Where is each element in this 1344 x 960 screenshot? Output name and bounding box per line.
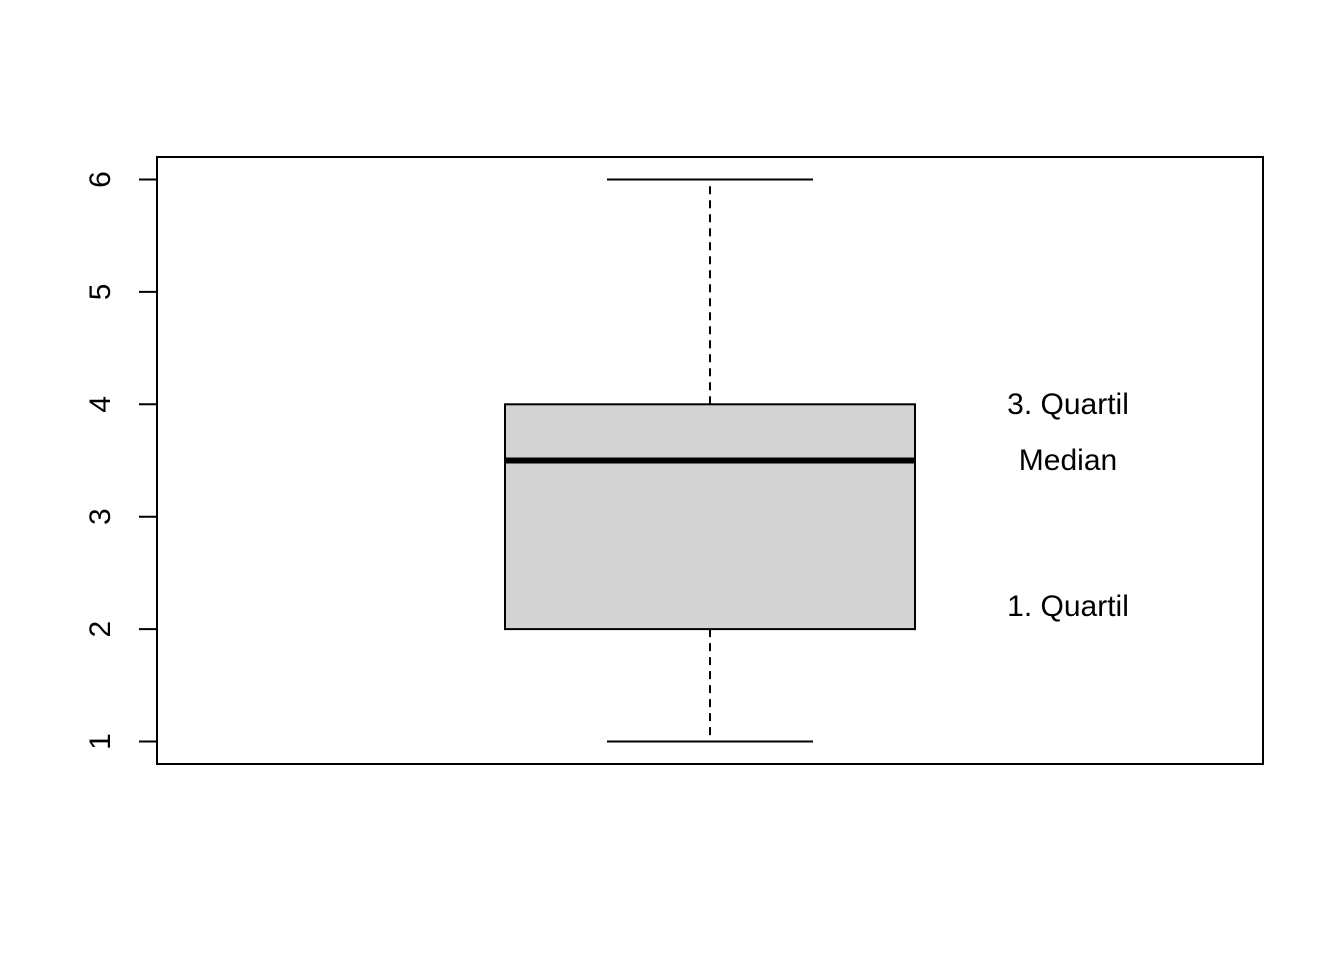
y-tick-label: 3: [84, 508, 117, 525]
iqr-box: [504, 403, 916, 631]
annotation-label: 1. Quartil: [1007, 590, 1129, 623]
y-tick-label: 5: [84, 284, 117, 301]
box-plot: [504, 178, 916, 743]
annotations: 3. Quartil Median 1. Quartil: [1007, 388, 1129, 623]
y-tick-label: 4: [84, 396, 117, 413]
annotation-label: Median: [1019, 444, 1117, 477]
y-tick-label: 6: [84, 171, 117, 188]
y-tick-label: 1: [84, 733, 117, 750]
y-tick-label: 2: [84, 621, 117, 638]
annotation-label: 3. Quartil: [1007, 388, 1129, 421]
y-axis: 1 2 3 4 5 6: [84, 171, 158, 750]
